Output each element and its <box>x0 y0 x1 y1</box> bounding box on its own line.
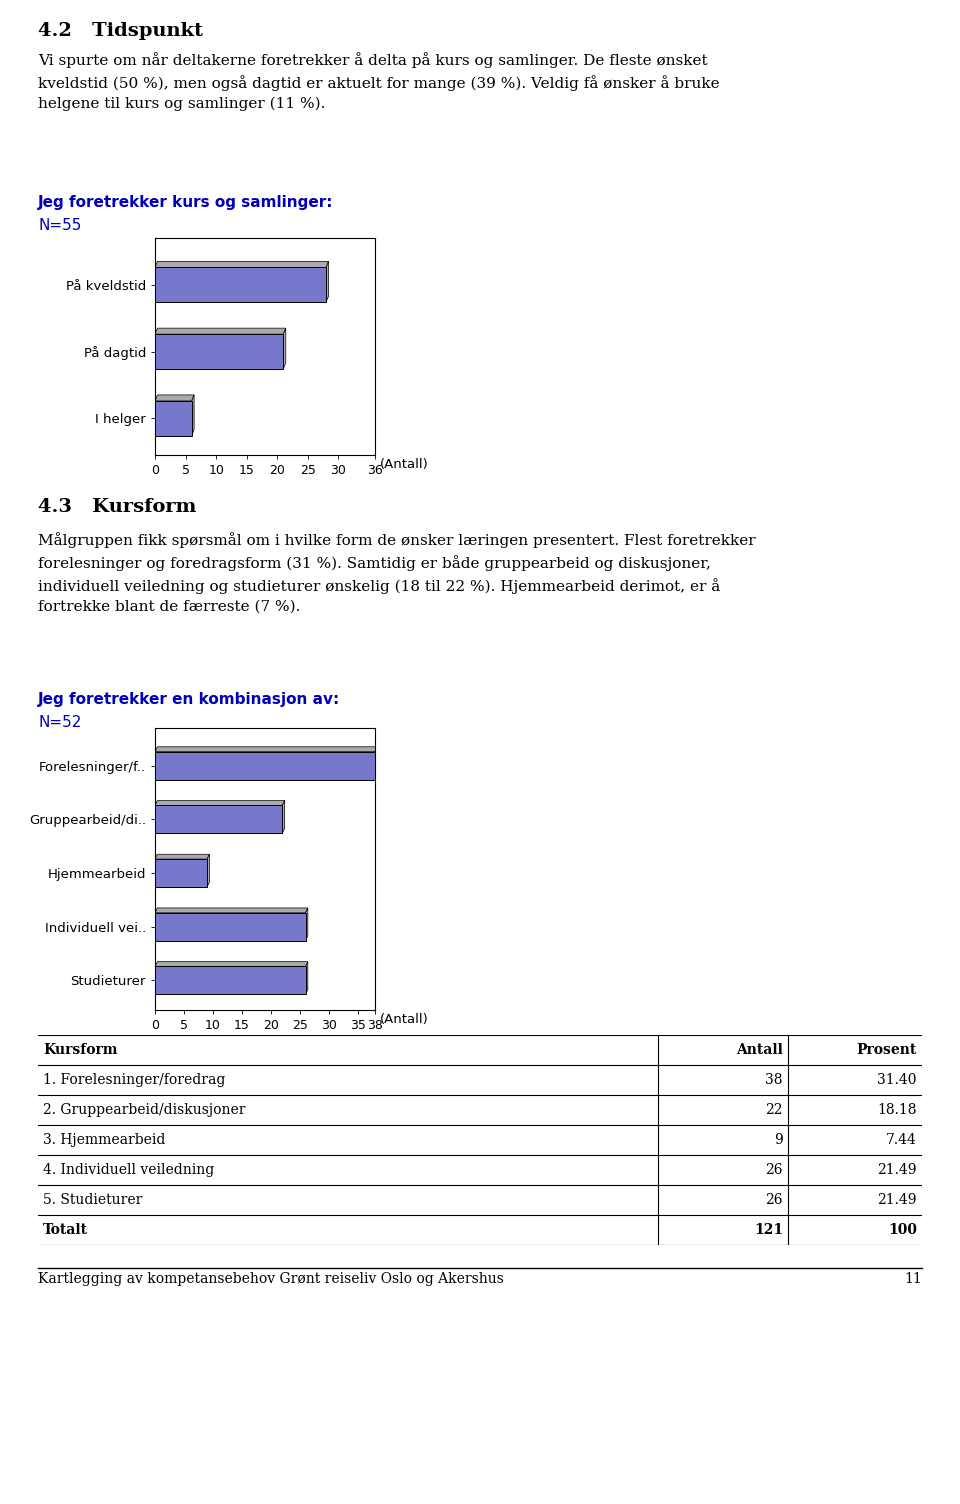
Text: 21.49: 21.49 <box>877 1193 917 1208</box>
Text: (Antall): (Antall) <box>380 1014 429 1026</box>
Text: N=52: N=52 <box>38 714 82 729</box>
Text: Målgruppen fikk spørsmål om i hvilke form de ønsker læringen presentert. Flest f: Målgruppen fikk spørsmål om i hvilke for… <box>38 532 756 614</box>
Text: 31.40: 31.40 <box>877 1072 917 1087</box>
Text: 100: 100 <box>888 1223 917 1236</box>
Text: Antall: Antall <box>736 1042 783 1057</box>
Polygon shape <box>155 396 194 402</box>
Polygon shape <box>283 328 286 368</box>
Text: 22: 22 <box>765 1102 783 1117</box>
Polygon shape <box>282 800 285 833</box>
Text: Kartlegging av kompetansebehov Grønt reiseliv Oslo og Akershus: Kartlegging av kompetansebehov Grønt rei… <box>38 1272 504 1286</box>
Text: Kursform: Kursform <box>43 1042 117 1057</box>
Text: 21.49: 21.49 <box>877 1163 917 1178</box>
Text: 26: 26 <box>765 1163 783 1178</box>
Polygon shape <box>305 908 308 940</box>
Bar <box>155 805 282 833</box>
Polygon shape <box>155 328 286 334</box>
Text: 9: 9 <box>775 1133 783 1148</box>
Text: 4.2   Tidspunkt: 4.2 Tidspunkt <box>38 23 203 41</box>
Text: 4.3   Kursform: 4.3 Kursform <box>38 498 197 516</box>
Text: 2. Gruppearbeid/diskusjoner: 2. Gruppearbeid/diskusjoner <box>43 1102 246 1117</box>
Text: 5. Studieturer: 5. Studieturer <box>43 1193 142 1208</box>
Text: 38: 38 <box>765 1072 783 1087</box>
Text: 11: 11 <box>904 1272 922 1286</box>
Bar <box>155 967 305 994</box>
Polygon shape <box>207 854 209 887</box>
Polygon shape <box>192 396 194 436</box>
Polygon shape <box>155 747 377 752</box>
Text: Jeg foretrekker kurs og samlinger:: Jeg foretrekker kurs og samlinger: <box>38 196 333 211</box>
Text: Vi spurte om når deltakerne foretrekker å delta på kurs og samlinger. De fleste : Vi spurte om når deltakerne foretrekker … <box>38 53 720 111</box>
Text: 18.18: 18.18 <box>877 1102 917 1117</box>
Bar <box>155 268 326 302</box>
Bar <box>155 859 207 887</box>
Bar <box>155 402 192 436</box>
Polygon shape <box>326 262 328 302</box>
Text: N=55: N=55 <box>38 218 82 233</box>
Bar <box>155 752 375 779</box>
Text: 3. Hjemmearbeid: 3. Hjemmearbeid <box>43 1133 165 1148</box>
Text: 1. Forelesninger/foredrag: 1. Forelesninger/foredrag <box>43 1072 226 1087</box>
Text: (Antall): (Antall) <box>380 459 429 471</box>
Polygon shape <box>155 908 308 913</box>
Polygon shape <box>305 961 308 994</box>
Polygon shape <box>155 854 209 859</box>
Text: Jeg foretrekker en kombinasjon av:: Jeg foretrekker en kombinasjon av: <box>38 692 340 707</box>
Text: 121: 121 <box>754 1223 783 1236</box>
Text: 26: 26 <box>765 1193 783 1208</box>
Bar <box>155 334 283 368</box>
Text: 7.44: 7.44 <box>886 1133 917 1148</box>
Polygon shape <box>155 800 285 805</box>
Text: Totalt: Totalt <box>43 1223 88 1236</box>
Text: 4. Individuell veiledning: 4. Individuell veiledning <box>43 1163 214 1178</box>
Text: Prosent: Prosent <box>856 1042 917 1057</box>
Bar <box>155 913 305 940</box>
Polygon shape <box>155 961 308 967</box>
Polygon shape <box>155 262 328 268</box>
Polygon shape <box>375 747 377 779</box>
